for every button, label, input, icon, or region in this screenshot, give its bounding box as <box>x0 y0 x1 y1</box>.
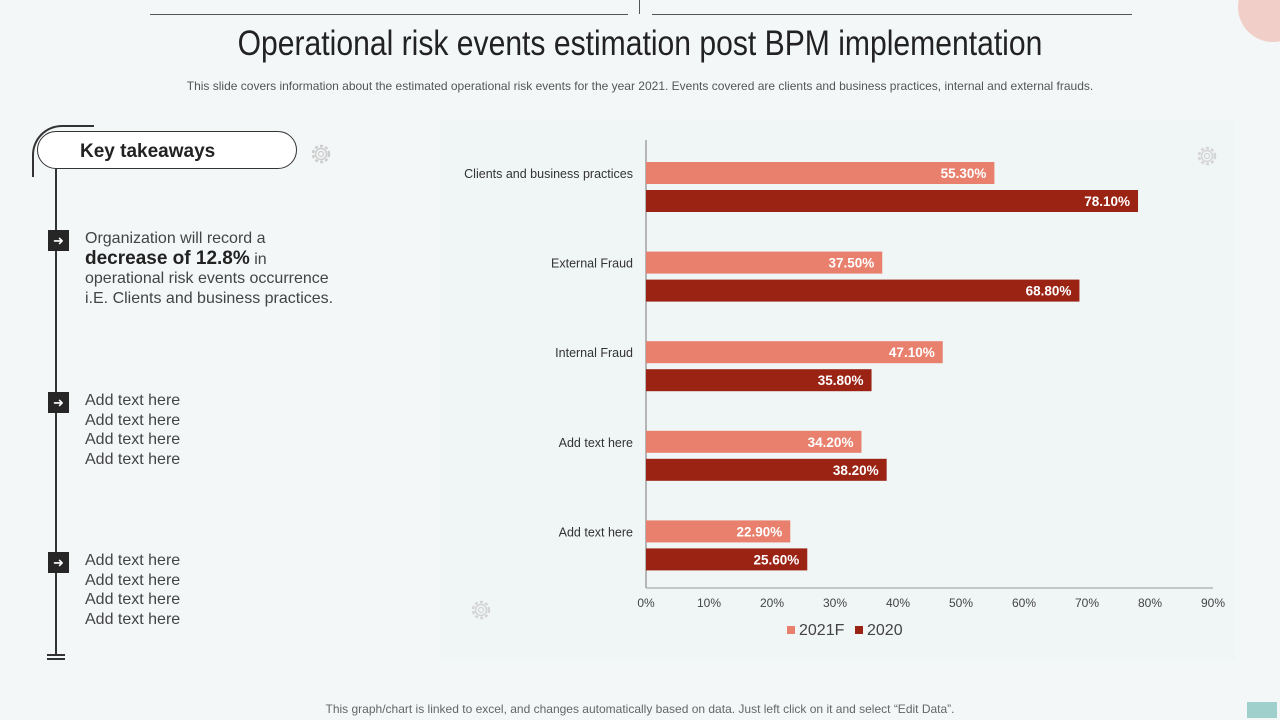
takeaway-1: Organization will record a decrease of 1… <box>85 229 335 308</box>
timeline-end <box>47 658 65 660</box>
page-title: Operational risk events estimation post … <box>237 24 1043 63</box>
arrow-right-icon: ➜ <box>48 230 69 251</box>
page-subtitle: This slide covers information about the … <box>186 79 1094 93</box>
x-tick-label: 0% <box>637 596 655 610</box>
bar-2020 <box>646 548 808 571</box>
category-label: Clients and business practices <box>464 167 633 181</box>
bar-2021F <box>646 251 883 274</box>
takeaways-arc <box>32 125 94 177</box>
header-rule-mark <box>639 0 640 14</box>
header-rule-left <box>150 14 628 15</box>
x-tick-label: 10% <box>697 596 721 610</box>
x-tick-label: 80% <box>1138 596 1162 610</box>
takeaway-3: Add text here Add text here Add text her… <box>85 551 180 629</box>
legend-label: 2020 <box>867 622 903 639</box>
takeaway-1-post: operational risk events occurrence i.E. … <box>85 270 334 307</box>
takeaway-2: Add text here Add text here Add text her… <box>85 391 180 469</box>
takeaway-1-post-inline: in <box>249 250 267 268</box>
bar-2020 <box>646 279 1080 302</box>
gear-icon <box>471 600 491 620</box>
category-label: Add text here <box>559 436 633 450</box>
takeaway-2-line: Add text here <box>85 450 181 468</box>
category-label: Internal Fraud <box>555 346 633 360</box>
data-label: 38.20% <box>833 463 879 478</box>
x-tick-label: 60% <box>1012 596 1036 610</box>
takeaway-3-line: Add text here <box>85 571 181 589</box>
data-label: 22.90% <box>736 524 782 539</box>
takeaway-3-line: Add text here <box>85 610 181 628</box>
gear-icon <box>311 144 331 164</box>
bar-2020 <box>646 190 1139 212</box>
bar-2021F <box>646 341 943 364</box>
x-tick-label: 90% <box>1201 596 1225 610</box>
legend-swatch <box>787 626 795 634</box>
category-label: External Fraud <box>551 257 633 271</box>
data-label: 34.20% <box>808 435 854 450</box>
takeaways-heading: Key takeaways <box>80 141 216 162</box>
data-label: 47.10% <box>889 345 935 360</box>
data-label: 68.80% <box>1026 284 1072 299</box>
x-tick-label: 40% <box>886 596 910 610</box>
x-tick-label: 50% <box>949 596 973 610</box>
arrow-right-icon: ➜ <box>48 392 69 413</box>
bar-2021F <box>646 520 791 543</box>
takeaway-1-highlight: decrease of 12.8% <box>85 247 250 269</box>
bar-2021F <box>646 162 995 184</box>
bar-2020 <box>646 458 887 481</box>
data-label: 55.30% <box>941 166 987 181</box>
corner-tab <box>1247 702 1277 718</box>
data-label: 78.10% <box>1084 194 1130 209</box>
header-rule-right <box>652 14 1132 15</box>
footer-note: This graph/chart is linked to excel, and… <box>325 702 955 716</box>
data-label: 25.60% <box>753 552 799 567</box>
takeaway-2-line: Add text here <box>85 392 181 409</box>
legend-label: 2021F <box>799 622 845 639</box>
takeaway-2-line: Add text here <box>85 411 181 429</box>
category-label: Add text here <box>559 525 633 539</box>
takeaway-2-line: Add text here <box>85 431 181 448</box>
data-label: 37.50% <box>828 256 874 271</box>
takeaway-3-line: Add text here <box>85 552 181 569</box>
x-tick-label: 70% <box>1075 596 1099 610</box>
arrow-right-icon: ➜ <box>48 552 69 573</box>
x-tick-label: 30% <box>823 596 847 610</box>
legend-swatch <box>855 626 863 634</box>
bar-2020 <box>646 369 872 392</box>
takeaways-header: Key takeaways <box>37 131 297 169</box>
takeaway-3-line: Add text here <box>85 591 181 608</box>
bar-2021F <box>646 430 862 453</box>
data-label: 35.80% <box>818 373 864 388</box>
x-tick-label: 20% <box>760 596 784 610</box>
takeaway-1-pre: Organization will record a <box>85 230 266 247</box>
gear-icon <box>1197 146 1217 166</box>
timeline-end <box>47 654 65 656</box>
